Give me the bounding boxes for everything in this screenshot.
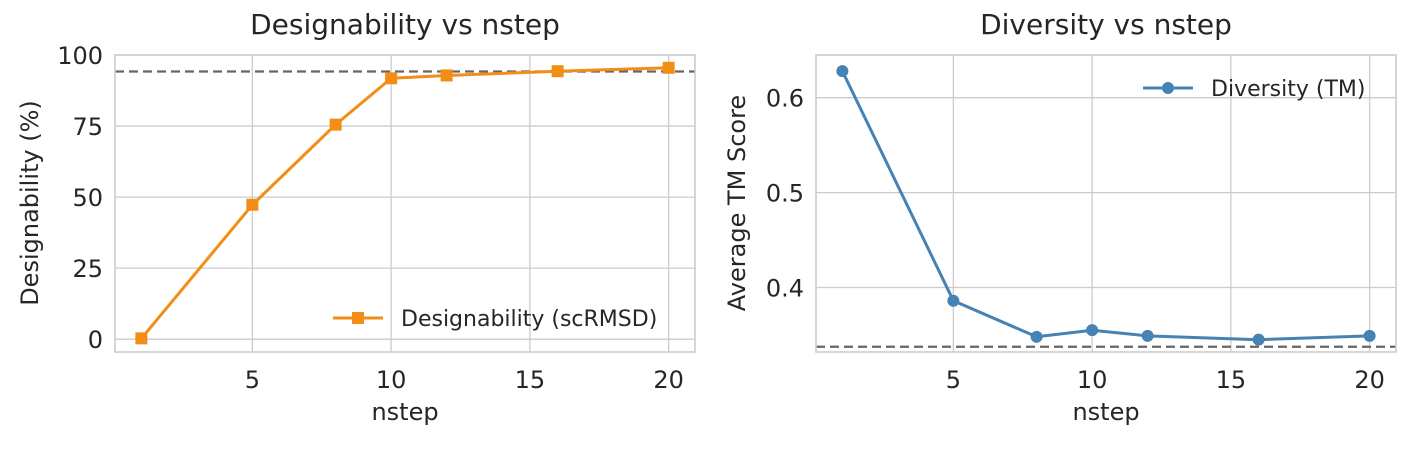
diversity-data-point: [1030, 330, 1043, 343]
diversity-x-axis-label: nstep: [1072, 398, 1139, 426]
diversity-y-axis-label: Average TM Score: [723, 95, 751, 311]
designability-data-point: [440, 69, 453, 82]
diversity-legend: Diversity (TM): [1143, 77, 1365, 102]
diversity-chart: Diversity vs nstep 5 10 15 20 0.4 0.5 0.6 nste…: [723, 8, 1397, 426]
designability-chart: Designability vs nstep 5 10 15 20 0 25 50 75 100…: [16, 8, 696, 426]
diversity-chart-title: Diversity vs nstep: [980, 8, 1232, 41]
designability-chart-title: Designability vs nstep: [250, 8, 560, 41]
diversity-data-point: [1086, 324, 1099, 337]
designability-x-tick-label: 20: [653, 366, 684, 394]
designability-data-point: [662, 61, 675, 74]
diversity-x-tick-label: 10: [1077, 366, 1108, 394]
designability-x-tick-label: 10: [376, 366, 407, 394]
designability-data-point: [385, 72, 398, 85]
designability-y-tick-label: 50: [72, 184, 103, 212]
diversity-y-tick-label: 0.4: [766, 274, 804, 302]
designability-x-axis-label: nstep: [371, 398, 438, 426]
diversity-data-point: [836, 65, 849, 78]
designability-series: [135, 61, 675, 345]
diversity-x-tick-label: 15: [1216, 366, 1247, 394]
designability-data-point: [329, 118, 342, 131]
diversity-plot-frame: [815, 54, 1397, 353]
diversity-series-line: [841, 70, 1370, 342]
designability-data-point: [135, 332, 148, 345]
designability-series-line: [140, 66, 669, 340]
diversity-y-tick-label: 0.5: [766, 180, 804, 208]
designability-plot-frame: [114, 54, 696, 353]
diversity-legend-marker: [1162, 82, 1174, 94]
designability-y-tick-label: 0: [88, 326, 103, 354]
diversity-data-point: [1252, 333, 1265, 346]
diversity-tick-labels: 5 10 15 20 0.4 0.5 0.6: [766, 85, 1385, 394]
designability-x-tick-label: 5: [245, 366, 260, 394]
diversity-gridlines: [816, 55, 1396, 352]
designability-data-point: [551, 65, 564, 78]
diversity-x-tick-label: 20: [1354, 366, 1385, 394]
diversity-legend-label: Diversity (TM): [1211, 77, 1365, 102]
designability-y-tick-label: 75: [72, 113, 103, 141]
designability-legend: Designability (scRMSD): [333, 307, 657, 332]
designability-y-tick-label: 25: [72, 255, 103, 283]
diversity-data-point: [1141, 329, 1154, 342]
diversity-data-point: [1363, 329, 1376, 342]
diversity-data-point: [947, 294, 960, 307]
diversity-series: [836, 65, 1376, 346]
designability-legend-marker: [352, 312, 364, 324]
designability-y-axis-label: Designability (%): [16, 100, 44, 306]
designability-legend-label: Designability (scRMSD): [401, 307, 657, 332]
designability-tick-labels: 5 10 15 20 0 25 50 75 100: [57, 42, 684, 394]
designability-y-tick-label: 100: [57, 42, 103, 70]
diversity-x-tick-label: 5: [946, 366, 961, 394]
designability-x-tick-label: 15: [515, 366, 546, 394]
diversity-y-tick-label: 0.6: [766, 85, 804, 113]
designability-data-point: [246, 198, 259, 211]
